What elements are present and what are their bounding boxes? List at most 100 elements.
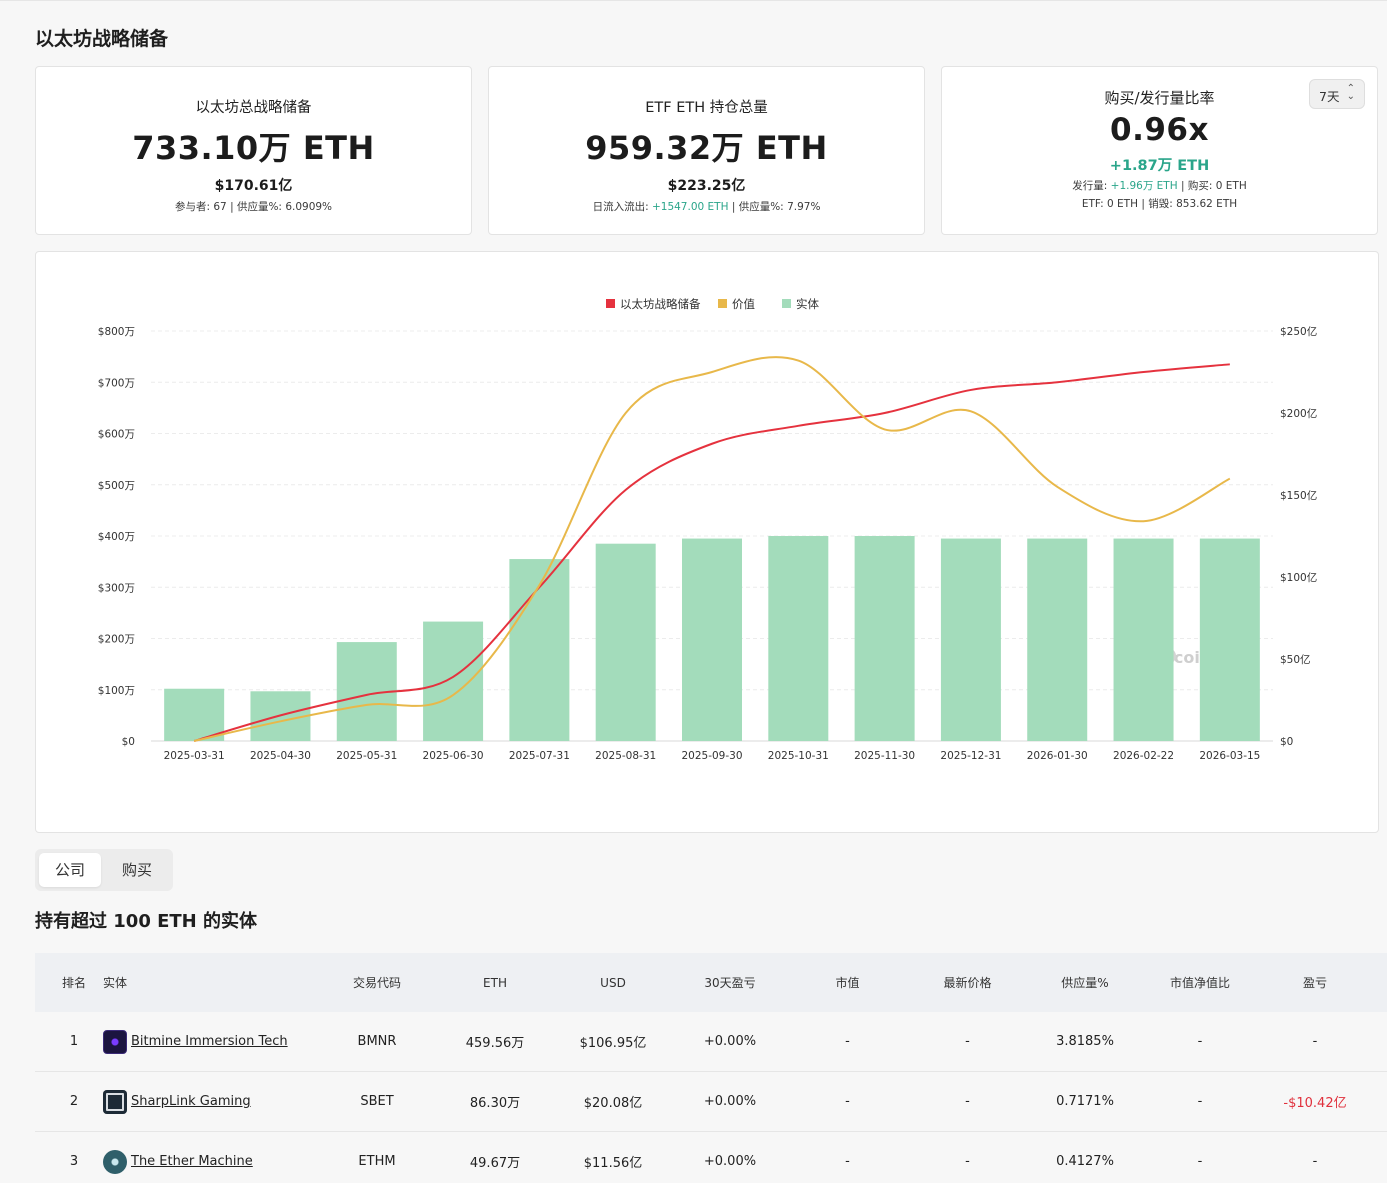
card-title: 购买/发行量比率	[1104, 89, 1215, 107]
mnav-cell: -	[1197, 1154, 1203, 1169]
eth-cell: 49.67万	[469, 1156, 521, 1171]
reserve-chart-card: $0 $100万 $200万 $300万 $400万 $500万 $600万 $700万 $80…	[35, 251, 1379, 833]
supply-label: 供应量%:	[236, 201, 282, 213]
column-header[interactable]: 实体	[103, 976, 128, 990]
eth-cell: 459.56万	[465, 1036, 525, 1051]
burn-label: 销毁:	[1148, 198, 1173, 210]
left-axis-tick: $300万	[98, 582, 135, 594]
right-axis-tick: $250亿	[1280, 325, 1317, 338]
x-axis-tick: 2025-08-31	[595, 750, 656, 762]
mnav-cell: -	[1197, 1034, 1203, 1049]
card-value: 733.10万 ETH	[132, 129, 375, 167]
column-header[interactable]: 交易代码	[352, 976, 401, 990]
issuance-meta: 发行量: +1.96万 ETH | 购买: 0 ETH	[942, 178, 1377, 193]
burn-value: 853.62 ETH	[1176, 198, 1238, 210]
pnl-cell: -	[1312, 1034, 1318, 1049]
pnl-cell: -$10.42亿	[1283, 1096, 1347, 1111]
column-header[interactable]: 30天盈亏	[704, 976, 756, 990]
usd-cell: $11.56亿	[583, 1156, 643, 1171]
table-body: 1 Bitmine Immersion Tech BMNR 459.56万 $106.9…	[35, 1012, 1387, 1183]
issuance-value: +1.96万 ETH	[1110, 180, 1178, 192]
tab-purchases[interactable]: 购买	[121, 861, 152, 879]
etf-burn-meta: ETF: 0 ETH | 销毁: 853.62 ETH	[942, 196, 1377, 211]
participants-value: 67	[213, 201, 227, 213]
usd-cell: $106.95亿	[579, 1036, 647, 1051]
supply-value: 6.0909%	[285, 201, 333, 213]
bar-entities	[1199, 538, 1260, 741]
table-row[interactable]: 3 The Ether Machine ETHM 49.67万 $11.56亿 +0.00…	[35, 1132, 1387, 1183]
table-row[interactable]: 1 Bitmine Immersion Tech BMNR 459.56万 $106.9…	[35, 1012, 1387, 1072]
right-axis-tick: $50亿	[1280, 653, 1311, 666]
separator: |	[731, 201, 736, 213]
card-value: 0.96x	[1110, 112, 1209, 148]
mcap-cell: -	[845, 1094, 850, 1109]
ticker-cell: SBET	[360, 1094, 394, 1109]
legend-label: 实体	[796, 297, 819, 311]
left-axis-tick: $200万	[98, 634, 135, 646]
supply-cell: 0.7171%	[1056, 1094, 1114, 1109]
bar-entities	[423, 621, 484, 741]
entity-tabs: 公司 购买	[35, 849, 173, 891]
bitmine-logo-icon	[103, 1029, 127, 1054]
column-header[interactable]: ETH	[483, 975, 507, 990]
left-axis-tick: $700万	[98, 377, 135, 389]
entity-link[interactable]: Bitmine Immersion Tech	[131, 1034, 288, 1049]
column-header[interactable]: 盈亏	[1302, 976, 1327, 990]
right-axis-tick: $100亿	[1280, 571, 1317, 584]
price-cell: -	[965, 1094, 970, 1109]
column-header[interactable]: 排名	[61, 976, 86, 990]
card-meta: 日流入流出: +1547.00 ETH | 供应量%: 7.97%	[489, 199, 924, 214]
supply-cell: 3.8185%	[1056, 1034, 1114, 1049]
sharplink-logo-icon	[103, 1089, 127, 1114]
mcap-cell: -	[845, 1154, 850, 1169]
right-axis-tick: $200亿	[1280, 407, 1317, 420]
card-meta: 参与者: 67 | 供应量%: 6.0909%	[36, 199, 471, 214]
total-reserve-card: 以太坊总战略储备 733.10万 ETH $170.61亿 参与者: 67 | …	[35, 66, 472, 235]
column-header[interactable]: 供应量%	[1061, 976, 1109, 990]
issuance-label: 发行量:	[1072, 180, 1108, 192]
supply-cell: 0.4127%	[1056, 1154, 1114, 1169]
column-header[interactable]: 市值净值比	[1169, 976, 1230, 990]
column-header[interactable]: 最新价格	[943, 976, 992, 990]
table-header: 排名 实体 交易代码 ETH USD 30天盈亏 市值 最新价格 供应量% 市值净值比 盈亏	[35, 953, 1387, 1012]
card-value: 959.32万 ETH	[585, 129, 828, 167]
legend-label: 以太坊战略储备	[620, 297, 701, 311]
flow-label: 日流入流出:	[592, 201, 649, 213]
card-title: 以太坊总战略储备	[195, 100, 312, 116]
pnl-cell: -	[1312, 1154, 1318, 1169]
left-axis-tick: $400万	[98, 531, 135, 543]
buy-issuance-ratio-card: 7天 ⌃ ⌄ 购买/发行量比率 0.96x +1.87万 ETH 发行量: +1.…	[941, 66, 1378, 235]
bar-entities	[509, 559, 570, 741]
entity-cell: SharpLink Gaming	[103, 1072, 343, 1131]
ether-machine-logo-icon	[103, 1149, 127, 1174]
card-usd: $223.25亿	[667, 178, 746, 194]
etf-value: 0 ETH	[1107, 198, 1138, 210]
entities-table: 排名 实体 交易代码 ETH USD 30天盈亏 市值 最新价格 供应量% 市值净值比 盈亏 1 Bi…	[35, 953, 1387, 1183]
period-select[interactable]: 7天 ⌃ ⌄	[1309, 79, 1365, 109]
entity-link[interactable]: The Ether Machine	[131, 1154, 253, 1169]
top-divider	[0, 0, 1387, 4]
tab-company[interactable]: 公司	[39, 853, 101, 887]
bar-entities	[768, 536, 829, 741]
section-title: 持有超过 100 ETH 的实体	[35, 911, 258, 932]
legend-swatch	[718, 299, 727, 308]
column-header[interactable]: 市值	[835, 976, 860, 990]
x-axis-tick: 2025-07-31	[509, 750, 570, 762]
flow-value: +1547.00 ETH	[651, 201, 729, 213]
legend-swatch	[782, 299, 791, 308]
table-row[interactable]: 2 SharpLink Gaming SBET 86.30万 $20.08亿 +0.00%…	[35, 1072, 1387, 1132]
bar-entities	[682, 538, 742, 741]
card-title: ETF ETH 持仓总量	[645, 100, 768, 116]
bar-entities	[1027, 538, 1088, 741]
pnl30-cell: +0.00%	[703, 1094, 757, 1109]
x-axis-tick: 2026-02-22	[1113, 750, 1174, 762]
participants-label: 参与者:	[174, 201, 210, 213]
entity-link[interactable]: SharpLink Gaming	[131, 1094, 251, 1109]
rank-cell: 3	[69, 1154, 79, 1169]
pnl30-cell: +0.00%	[703, 1034, 757, 1049]
column-header[interactable]: USD	[600, 975, 626, 990]
x-axis-tick: 2025-11-30	[854, 750, 915, 762]
legend-label: 价值	[732, 297, 755, 311]
x-axis-tick: 2025-05-31	[336, 750, 397, 762]
eth-cell: 86.30万	[469, 1096, 521, 1111]
